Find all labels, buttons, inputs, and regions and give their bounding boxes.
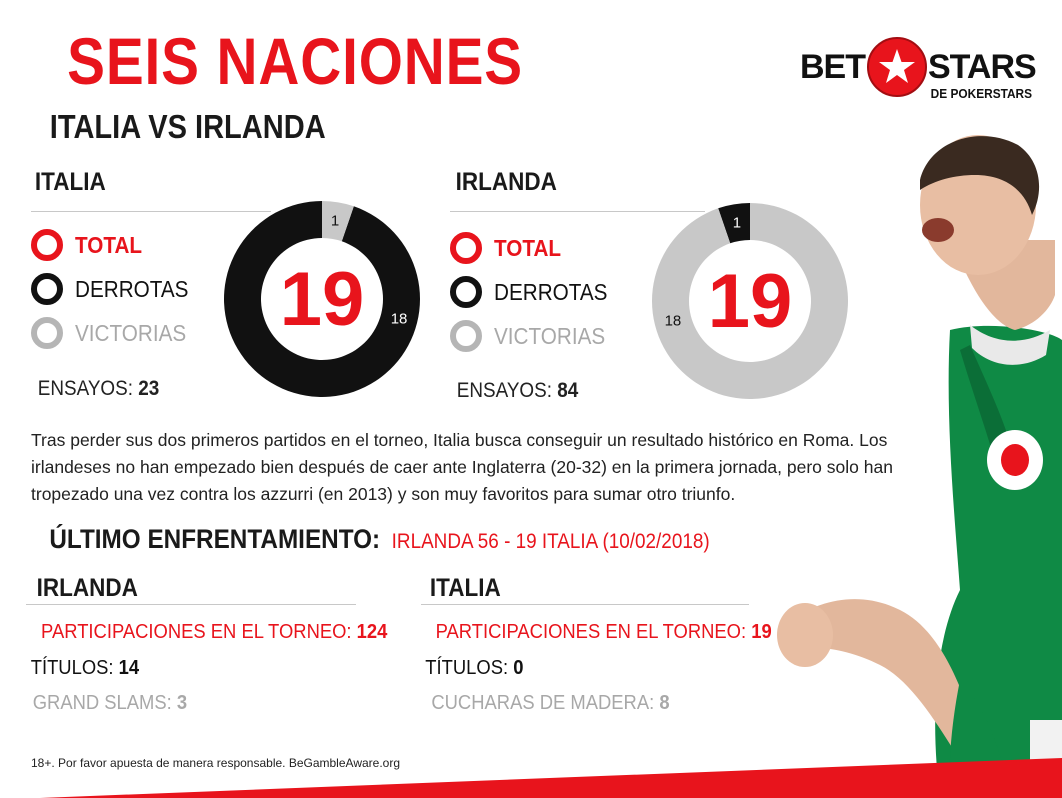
donut-label-victorias: 18: [665, 313, 682, 330]
legend-label-derrotas: DERROTAS: [494, 278, 608, 305]
donut-label-derrotas: 1: [733, 215, 741, 232]
player-photo: [777, 135, 1062, 798]
legend-label-total: TOTAL: [494, 234, 562, 261]
ensayos-label: ENSAYOS:: [37, 377, 133, 400]
logo-word-right: STARS: [928, 48, 1037, 86]
stat-label: PARTICIPACIONES EN EL TORNEO:: [41, 621, 352, 643]
legend-label-derrotas: DERROTAS: [75, 275, 189, 302]
legend-item-victorias: VICTORIAS: [31, 317, 201, 349]
stat-value: 3: [176, 692, 188, 714]
stat-label: GRAND SLAMS:: [32, 692, 172, 714]
divider: [450, 211, 705, 212]
stat-value: 0: [513, 657, 524, 679]
donut-chart-italia: 19 18 1: [224, 201, 420, 397]
donut-label-victorias: 1: [331, 213, 339, 230]
ensayos-label: ENSAYOS:: [456, 379, 552, 402]
logo-word-left: BET: [800, 48, 866, 86]
stat-grand-slams-irlanda: GRAND SLAMS: 3: [33, 692, 187, 715]
legend-label-victorias: VICTORIAS: [494, 322, 606, 349]
last-match-result: IRLANDA 56 - 19 ITALIA (10/02/2018): [391, 530, 710, 553]
stat-label: PARTICIPACIONES EN EL TORNEO:: [435, 621, 747, 643]
victorias-ring-icon: [31, 317, 63, 349]
match-description: Tras perder sus dos primeros partidos en…: [31, 430, 893, 504]
star-icon: [867, 37, 927, 97]
stat-participaciones-italia: PARTICIPACIONES EN EL TORNEO: 19: [436, 621, 772, 644]
ensayos-italia: ENSAYOS: 23: [38, 377, 160, 401]
legend-item-derrotas: DERROTAS: [31, 273, 201, 305]
page-subtitle: ITALIA VS IRLANDA: [49, 108, 326, 145]
page-title: SEIS NACIONES: [67, 24, 524, 98]
stats-heading-italia: ITALIA: [429, 574, 501, 602]
divider: [31, 211, 271, 212]
stat-value: 124: [356, 621, 388, 643]
betstars-logo: BET STARS DE POKERSTARS: [800, 36, 1037, 106]
ensayos-value: 23: [138, 377, 160, 400]
total-ring-icon: [450, 232, 482, 264]
stat-label: TÍTULOS:: [30, 657, 114, 679]
stat-value: 8: [659, 692, 670, 714]
donut-chart-irlanda: 19 1 18: [652, 203, 848, 399]
total-ring-icon: [31, 229, 63, 261]
divider: [421, 604, 749, 605]
legend-label-total: TOTAL: [75, 231, 143, 258]
donut-slice-victorias: [322, 201, 354, 242]
red-swoosh-decoration: [40, 758, 1062, 798]
donut-slice-derrotas: [718, 203, 750, 244]
legend-label-victorias: VICTORIAS: [75, 319, 187, 346]
donut-slice-victorias: [652, 203, 848, 399]
divider: [26, 604, 356, 605]
stat-value: 14: [118, 657, 140, 679]
derrotas-ring-icon: [31, 273, 63, 305]
stat-titulos-italia: TÍTULOS: 0: [425, 657, 523, 680]
responsible-gambling-notice: 18+. Por favor apuesta de manera respons…: [31, 756, 400, 770]
donut-slice-derrotas: [224, 201, 420, 397]
stat-cucharas-italia: CUCHARAS DE MADERA: 8: [431, 692, 669, 715]
stat-value: 19: [751, 621, 772, 643]
legend-item-total: TOTAL: [31, 229, 201, 261]
logo-tagline: DE POKERSTARS: [930, 87, 1033, 101]
legend-item-victorias: VICTORIAS: [450, 320, 620, 352]
donut-total-value: 19: [708, 259, 793, 344]
legend-italia: TOTAL DERROTAS VICTORIAS: [31, 229, 201, 349]
stat-label: TÍTULOS:: [425, 657, 509, 679]
team-heading-irlanda: IRLANDA: [455, 168, 557, 196]
stat-participaciones-irlanda: PARTICIPACIONES EN EL TORNEO: 124: [41, 621, 387, 644]
team-heading-italia: ITALIA: [34, 168, 106, 196]
stats-heading-irlanda: IRLANDA: [36, 574, 138, 602]
legend-item-derrotas: DERROTAS: [450, 276, 620, 308]
last-match-label: ÚLTIMO ENFRENTAMIENTO:: [49, 524, 381, 554]
stat-titulos-irlanda: TÍTULOS: 14: [31, 657, 139, 680]
derrotas-ring-icon: [450, 276, 482, 308]
ensayos-irlanda: ENSAYOS: 84: [457, 379, 579, 403]
legend-irlanda: TOTAL DERROTAS VICTORIAS: [450, 232, 620, 352]
donut-total-value: 19: [280, 257, 365, 342]
stat-label: CUCHARAS DE MADERA:: [431, 692, 655, 714]
legend-item-total: TOTAL: [450, 232, 620, 264]
ensayos-value: 84: [557, 379, 579, 402]
victorias-ring-icon: [450, 320, 482, 352]
donut-label-derrotas: 18: [391, 311, 408, 328]
